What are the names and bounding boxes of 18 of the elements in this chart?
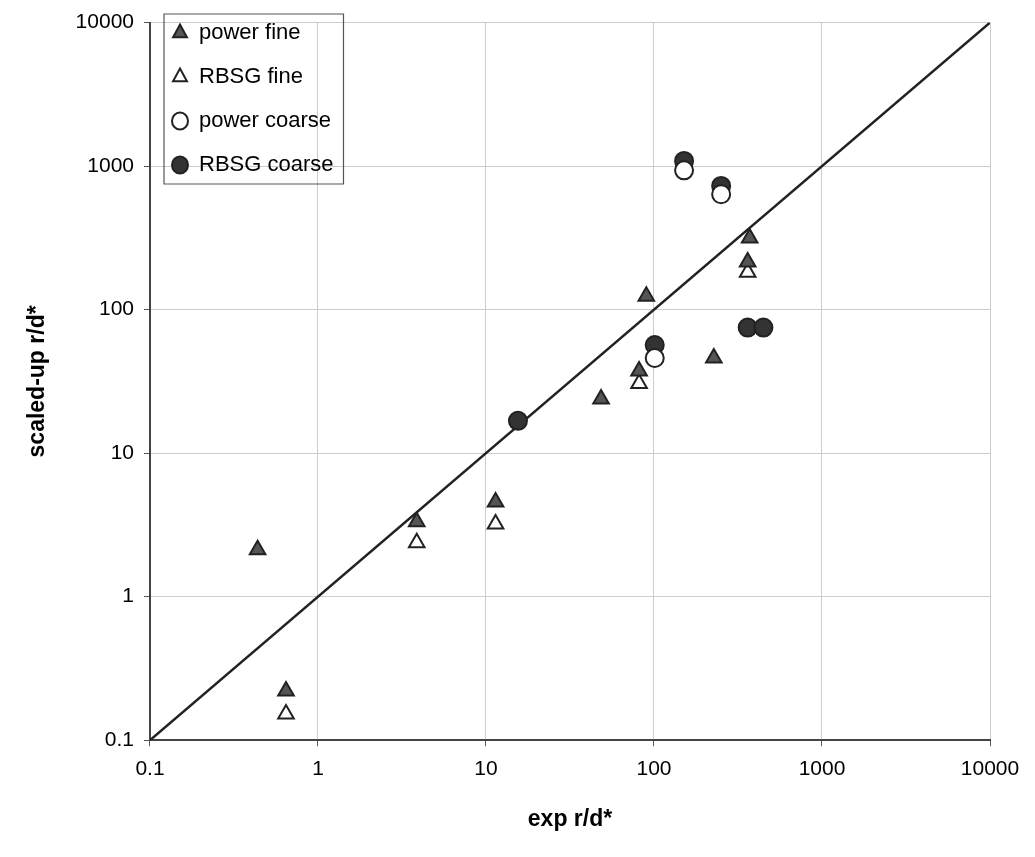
y-tick-label: 0.1 bbox=[104, 727, 134, 750]
x-axis-title: exp r/d* bbox=[527, 804, 613, 831]
x-tick-label: 10000 bbox=[960, 755, 1020, 779]
y-tick-label: 10 bbox=[110, 439, 134, 463]
x-tick-label: 1000 bbox=[798, 755, 846, 779]
legend-label: RBSG coarse bbox=[199, 151, 334, 177]
x-tick-label: 100 bbox=[636, 755, 672, 779]
legend-label: power fine bbox=[199, 19, 301, 45]
legend-label: RBSG fine bbox=[199, 63, 303, 89]
y-tick-label: 1000 bbox=[87, 152, 134, 176]
legend-label: power coarse bbox=[199, 107, 332, 133]
y-tick-label: 1 bbox=[122, 583, 134, 607]
y-tick-label: 100 bbox=[98, 296, 134, 320]
x-tick-label: 1 bbox=[312, 755, 324, 779]
x-tick-label: 10 bbox=[474, 755, 498, 779]
y-axis-title: scaled-up r/d* bbox=[23, 305, 50, 458]
x-tick-label: 0.1 bbox=[135, 755, 165, 779]
y-tick-label: 10000 bbox=[75, 9, 134, 33]
